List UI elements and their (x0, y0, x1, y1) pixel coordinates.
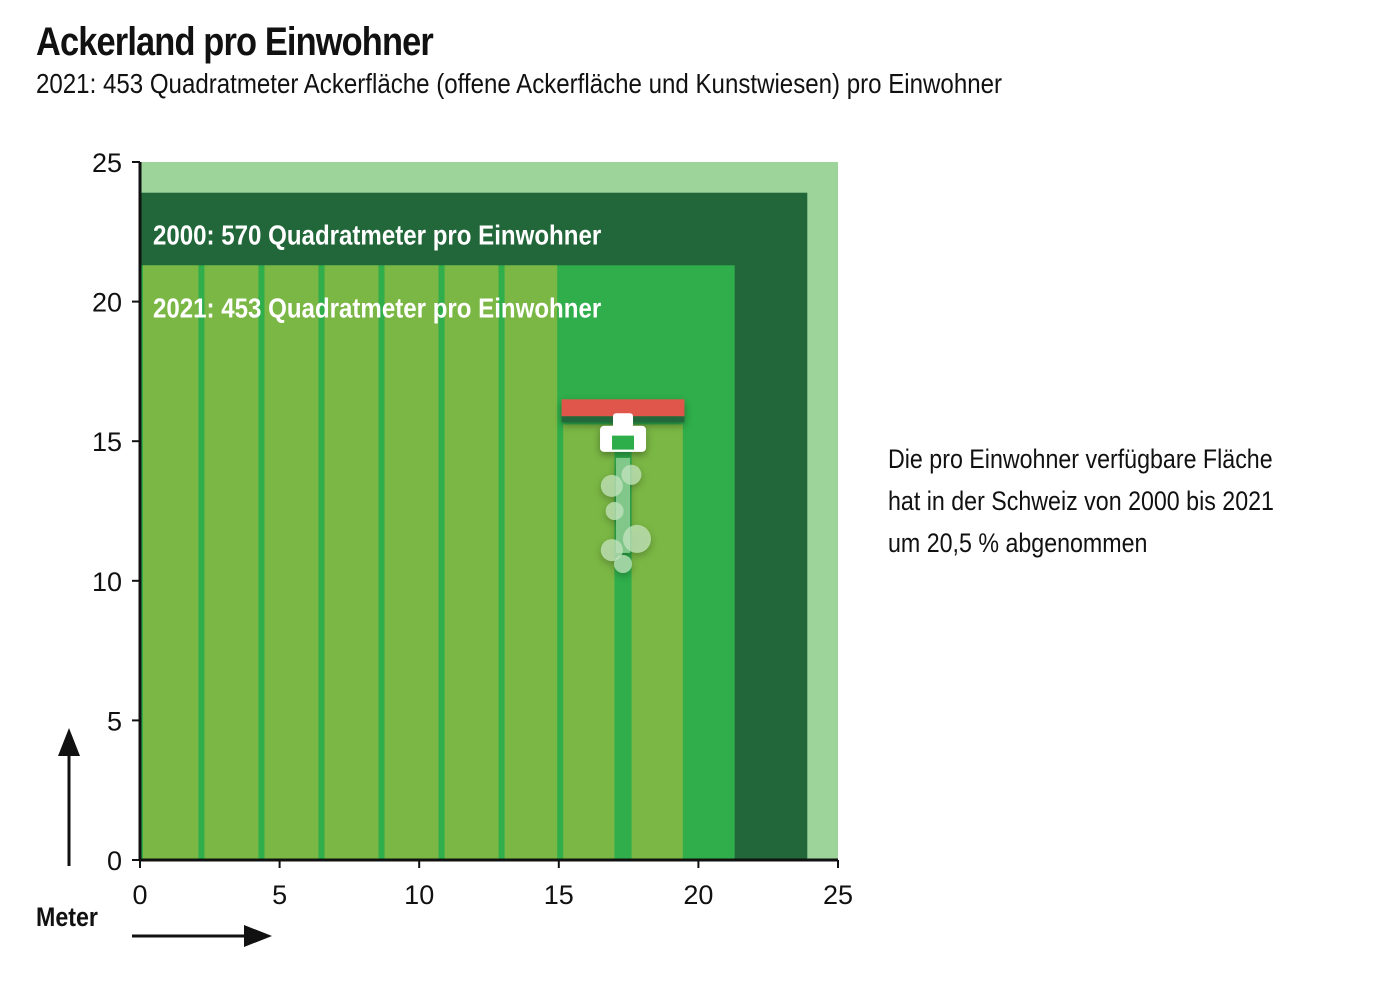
dust-cloud (600, 539, 623, 562)
dust-cloud (614, 555, 633, 574)
x-axis-label: Meter (36, 902, 98, 932)
dust-cloud (605, 502, 624, 520)
annotation-note: Die pro Einwohner verfügbare Fläche hat … (888, 438, 1370, 564)
field-stripe (204, 265, 259, 861)
chart-title: Ackerland pro Einwohner (36, 20, 434, 64)
field-stripe (631, 424, 683, 860)
harvester-body (612, 435, 635, 450)
annotation-line: hat in der Schweiz von 2000 bis 2021 (888, 486, 1274, 516)
y-tick-label: 5 (107, 706, 122, 736)
field-stripe (504, 265, 558, 861)
x-tick-label: 0 (132, 880, 147, 910)
y-tick-label: 10 (92, 567, 122, 597)
field-stripe (324, 265, 379, 861)
y-tick-label: 15 (92, 427, 122, 457)
annotation-line: Die pro Einwohner verfügbare Fläche (888, 444, 1273, 474)
annotation-line: um 20,5 % abgenommen (888, 528, 1148, 558)
chart-subtitle: 2021: 453 Quadratmeter Ackerfläche (offe… (36, 68, 1003, 99)
x-tick-label: 15 (544, 880, 574, 910)
dust-cloud (621, 464, 642, 485)
tractor-icon (561, 399, 685, 574)
field-stripe (384, 265, 439, 861)
y-tick-label: 20 (92, 288, 122, 318)
y-tick-label: 0 (107, 846, 122, 876)
x-tick-label: 10 (404, 880, 434, 910)
right-arrowhead-icon (244, 925, 272, 947)
label-2000: 2000: 570 Quadratmeter pro Einwohner (153, 219, 601, 251)
field-stripe (444, 265, 499, 861)
harvester-header (561, 399, 685, 417)
x-tick-label: 5 (272, 880, 287, 910)
dust-cloud (622, 524, 651, 553)
x-tick-label: 25 (823, 880, 853, 910)
field-stripe (143, 265, 199, 861)
label-2021: 2021: 453 Quadratmeter pro Einwohner (153, 292, 601, 324)
up-arrowhead-icon (58, 728, 80, 756)
field-stripe (264, 265, 319, 861)
harvester-roof (613, 413, 634, 434)
y-tick-label: 25 (92, 148, 122, 178)
field-stripe (563, 424, 615, 860)
dust-cloud (600, 474, 623, 497)
x-tick-label: 20 (683, 880, 713, 910)
